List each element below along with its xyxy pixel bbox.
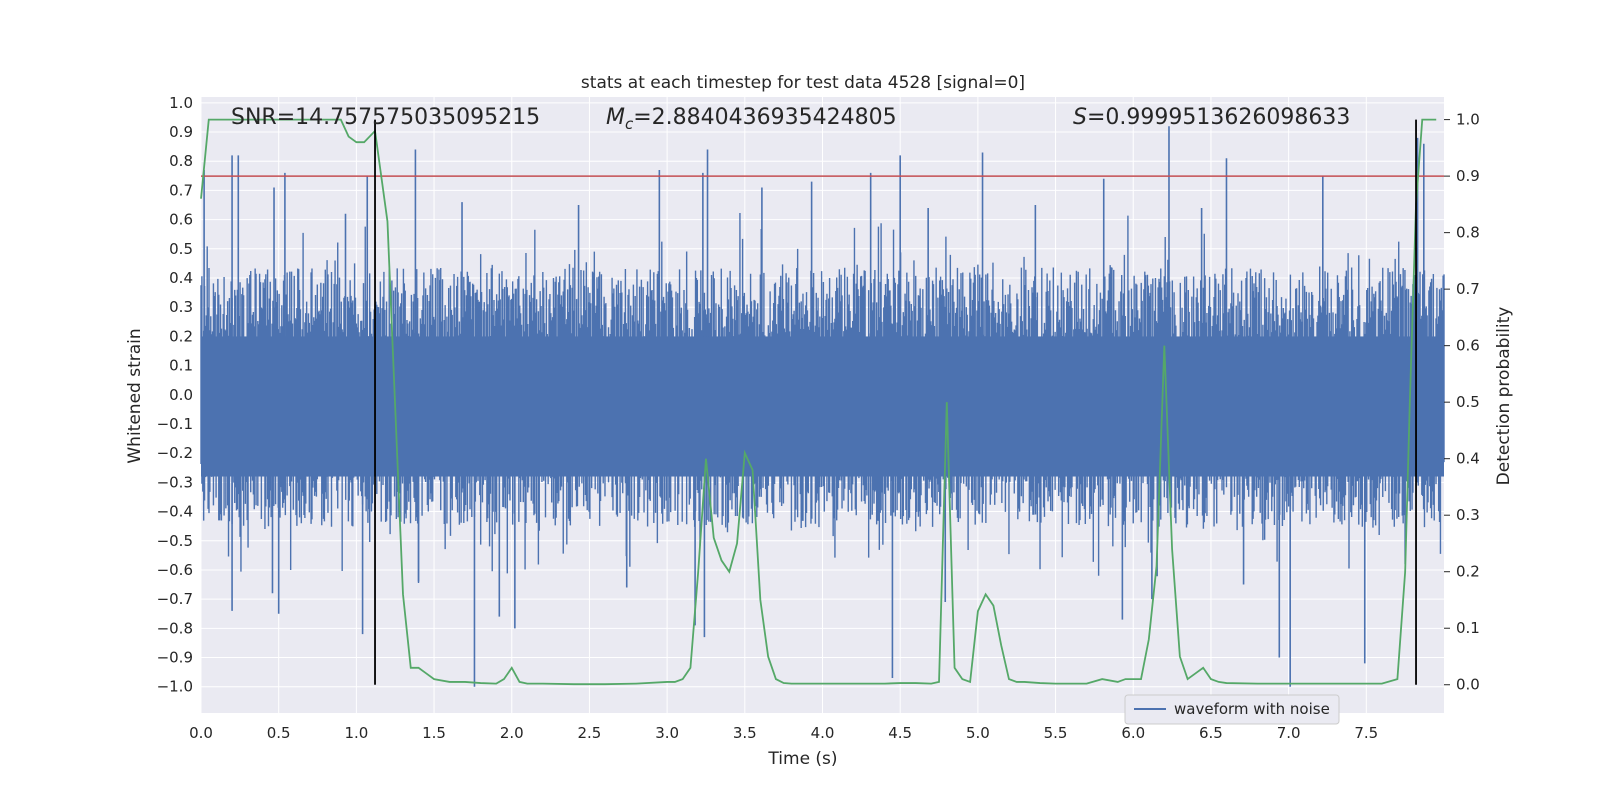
y-right-tick-label: 0.0: [1456, 676, 1480, 694]
y-right-tick-label: 0.7: [1456, 280, 1480, 298]
x-tick-label: 2.0: [500, 724, 524, 742]
y-left-tick-label: −0.3: [157, 473, 193, 491]
chirp-mass-symbol: M: [606, 105, 625, 130]
y-right-tick-label: 0.2: [1456, 563, 1480, 581]
y-axis-label-right: Detection probability: [1494, 307, 1514, 486]
y-right-tick-label: 0.6: [1456, 337, 1480, 355]
y-axis-label-left: Whitened strain: [125, 328, 145, 463]
legend-box: [1124, 694, 1340, 725]
x-tick-label: 4.0: [811, 724, 835, 742]
y-right-tick-label: 0.3: [1456, 506, 1480, 524]
y-left-tick-label: 0.6: [169, 211, 193, 229]
y-left-tick-label: −0.6: [157, 561, 193, 579]
y-left-tick-label: 0.8: [169, 152, 193, 170]
y-left-tick-label: −0.9: [157, 649, 193, 667]
y-right-tick-label: 1.0: [1456, 111, 1480, 129]
y-left-tick-label: −1.0: [157, 678, 193, 696]
y-right-tick-label: 0.5: [1456, 393, 1480, 411]
x-tick-label: 1.5: [422, 724, 446, 742]
probability-series: [200, 118, 1437, 686]
x-tick-label: 4.5: [888, 724, 912, 742]
y-left-tick-label: −0.4: [157, 503, 193, 521]
y-left-tick-label: 0.2: [169, 327, 193, 345]
y-right-tick-label: 0.8: [1456, 224, 1480, 242]
y-right-tick-label: 0.1: [1456, 619, 1480, 637]
chart-title: stats at each timestep for test data 452…: [581, 73, 1025, 93]
x-tick-label: 6.5: [1199, 724, 1223, 742]
vertical-markers: [374, 119, 1417, 685]
y-left-tick-label: 0.5: [169, 240, 193, 258]
legend: waveform with noise: [1124, 694, 1340, 725]
chirp-mass-value: =2.8840436935424805: [633, 105, 896, 130]
probability-line: [200, 118, 1437, 686]
chirp-mass-subscript: c: [625, 115, 634, 133]
y-left-tick-label: 1.0: [169, 94, 193, 112]
y-left-tick-label: −0.5: [157, 532, 193, 550]
x-tick-label: 3.5: [733, 724, 757, 742]
y-left-tick-label: 0.1: [169, 357, 193, 375]
x-tick-label: 6.0: [1121, 724, 1145, 742]
y-left-tick-label: −0.1: [157, 415, 193, 433]
x-tick-label: 2.5: [578, 724, 602, 742]
y-left-tick-label: −0.8: [157, 619, 193, 637]
y-left-tick-labels: 1.0 0.9 0.8 0.7 0.6 0.5 0.4 0.3 0.2 0.1 0.0 −0.1 −0.…: [157, 94, 193, 696]
x-tick-label: 7.5: [1354, 724, 1378, 742]
y-left-tick-label: −0.2: [157, 444, 193, 462]
x-tick-labels: 0.0 0.5 1.0 1.5 2.0 2.5 3.0 3.5 4.0 4.5 5.0 5.5 6.0 6…: [189, 724, 1378, 742]
legend-label: waveform with noise: [1174, 700, 1330, 718]
y-right-tick-label: 0.4: [1456, 450, 1480, 468]
score-value: =0.9999513626098633: [1087, 105, 1350, 130]
x-tick-label: 0.5: [267, 724, 291, 742]
x-axis-label: Time (s): [767, 749, 837, 769]
x-tick-label: 0.0: [189, 724, 213, 742]
score-annotation: S=0.9999513626098633: [1073, 105, 1350, 130]
x-tick-label: 5.5: [1044, 724, 1068, 742]
waveform-core-band: [201, 336, 1444, 477]
y-right-tick-labels: 1.0 0.9 0.8 0.7 0.6 0.5 0.4 0.3 0.2 0.1 0.0: [1444, 111, 1480, 694]
y-left-tick-label: 0.9: [169, 123, 193, 141]
y-left-tick-label: 0.4: [169, 269, 193, 287]
snr-annotation: SNR=14.757575035095215: [231, 105, 540, 130]
y-right-tick-label: 0.9: [1456, 167, 1480, 185]
y-left-tick-label: 0.0: [169, 386, 193, 404]
y-left-tick-label: 0.7: [169, 181, 193, 199]
x-tick-label: 1.0: [344, 724, 368, 742]
x-tick-label: 7.0: [1277, 724, 1301, 742]
x-tick-label: 5.0: [966, 724, 990, 742]
y-left-tick-label: 0.3: [169, 298, 193, 316]
chirp-mass-annotation: Mc=2.8840436935424805: [606, 105, 897, 133]
score-symbol: S: [1073, 105, 1087, 130]
x-tick-label: 3.0: [655, 724, 679, 742]
y-left-tick-label: −0.7: [157, 590, 193, 608]
waveform-series: [200, 126, 1445, 687]
